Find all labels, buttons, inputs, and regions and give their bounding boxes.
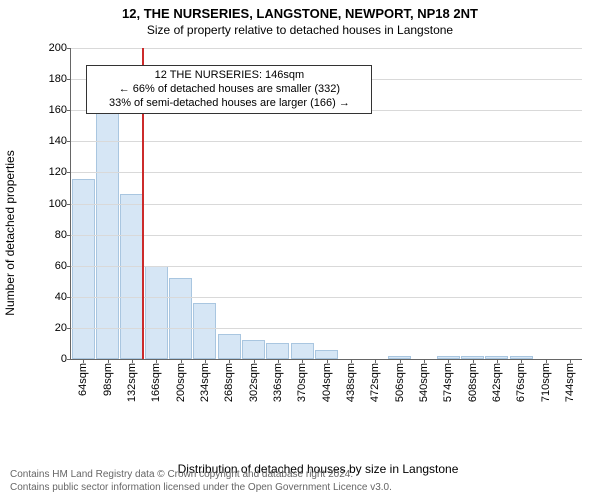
x-tick-label: 574sqm — [442, 363, 454, 402]
page-title: 12, THE NURSERIES, LANGSTONE, NEWPORT, N… — [0, 0, 600, 21]
histogram-bar — [120, 194, 143, 359]
y-tick-label: 140 — [49, 135, 71, 147]
y-tick-label: 20 — [55, 322, 71, 334]
x-tick-label: 370sqm — [296, 363, 308, 402]
y-tick-label: 120 — [49, 166, 71, 178]
x-tick-label: 472sqm — [369, 363, 381, 402]
page-subtitle: Size of property relative to detached ho… — [0, 21, 600, 37]
x-tick-label: 642sqm — [491, 363, 503, 402]
x-tick-label: 540sqm — [418, 363, 430, 402]
gridline — [71, 141, 582, 142]
y-tick-label: 60 — [55, 260, 71, 272]
y-tick-label: 80 — [55, 229, 71, 241]
x-tick-label: 234sqm — [199, 363, 211, 402]
y-tick-label: 40 — [55, 291, 71, 303]
histogram-bar — [218, 334, 241, 359]
footer-line-2: Contains public sector information licen… — [10, 481, 392, 494]
y-tick-label: 0 — [61, 353, 71, 365]
x-tick-label: 676sqm — [515, 363, 527, 402]
histogram-bar — [145, 266, 168, 359]
gridline — [71, 48, 582, 49]
x-tick-label: 98sqm — [102, 363, 114, 396]
x-tick-label: 608sqm — [467, 363, 479, 402]
x-tick-label: 336sqm — [272, 363, 284, 402]
subject-callout: 12 THE NURSERIES: 146sqm← 66% of detache… — [86, 65, 372, 114]
x-tick-label: 744sqm — [564, 363, 576, 402]
histogram-bar — [266, 343, 289, 359]
y-tick-label: 100 — [49, 198, 71, 210]
x-tick-label: 64sqm — [77, 363, 89, 396]
x-tick-label: 268sqm — [223, 363, 235, 402]
x-tick-label: 506sqm — [394, 363, 406, 402]
y-tick-label: 180 — [49, 73, 71, 85]
histogram-bar — [242, 340, 265, 359]
x-tick-label: 710sqm — [540, 363, 552, 402]
gridline — [71, 172, 582, 173]
histogram-bar — [291, 343, 314, 359]
x-tick-label: 200sqm — [175, 363, 187, 402]
chart-container: 12, THE NURSERIES, LANGSTONE, NEWPORT, N… — [0, 0, 600, 500]
callout-line: 12 THE NURSERIES: 146sqm — [93, 69, 365, 83]
plot-area: 02040608010012014016018020064sqm98sqm132… — [70, 48, 582, 360]
y-tick-label: 200 — [49, 42, 71, 54]
gridline — [71, 297, 582, 298]
histogram-bar — [315, 350, 338, 359]
gridline — [71, 235, 582, 236]
histogram-bar — [193, 303, 216, 359]
callout-line: 33% of semi-detached houses are larger (… — [93, 97, 365, 111]
y-axis-label: Number of detached properties — [3, 150, 17, 315]
x-tick-label: 438sqm — [345, 363, 357, 402]
x-tick-label: 132sqm — [126, 363, 138, 402]
x-tick-label: 302sqm — [248, 363, 260, 402]
histogram-bar — [169, 278, 192, 359]
x-tick-label: 166sqm — [150, 363, 162, 402]
footer-attribution: Contains HM Land Registry data © Crown c… — [10, 468, 392, 494]
callout-line: ← 66% of detached houses are smaller (33… — [93, 83, 365, 97]
gridline — [71, 204, 582, 205]
y-tick-label: 160 — [49, 104, 71, 116]
gridline — [71, 266, 582, 267]
histogram-chart: Number of detached properties 0204060801… — [48, 48, 588, 418]
histogram-bar — [72, 179, 95, 359]
x-tick-label: 404sqm — [321, 363, 333, 402]
footer-line-1: Contains HM Land Registry data © Crown c… — [10, 468, 392, 481]
gridline — [71, 328, 582, 329]
